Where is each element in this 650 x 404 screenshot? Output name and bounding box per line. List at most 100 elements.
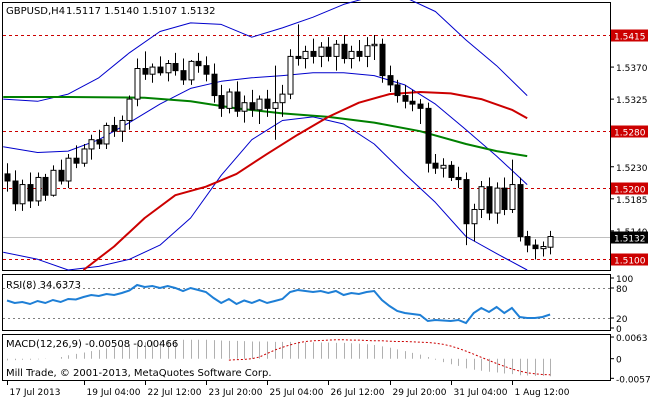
copyright-text: Mill Trade, © 2001-2013, MetaQuotes Soft… — [6, 368, 272, 379]
candle-body-bull — [372, 44, 377, 45]
candle — [36, 172, 41, 205]
time-tick-label: 22 Jul 12:00 — [148, 388, 202, 398]
candle-body-bear — [74, 158, 79, 163]
candle-body-bear — [59, 170, 64, 181]
candle-body-bear — [464, 180, 469, 224]
candle-body-bull — [104, 125, 109, 144]
symbol-label: GBPUSD,H4 — [6, 6, 65, 17]
candle-body-bull — [189, 61, 194, 80]
candle-body-bull — [349, 51, 354, 58]
candle-body-bull — [82, 149, 87, 163]
candle-body-bull — [150, 67, 155, 74]
candle-body-bear — [487, 187, 492, 213]
price-tick-label: 1.5370 — [616, 64, 648, 74]
candle-body-bull — [319, 47, 324, 56]
candle-body-bull — [120, 120, 125, 131]
time-tick-label: 1 Aug 12:00 — [515, 388, 570, 398]
time-tick-label: 31 Jul 04:00 — [454, 388, 508, 398]
time-tick-label: 19 Jul 04:00 — [87, 388, 141, 398]
candle-body-bear — [250, 103, 255, 110]
rsi-tick-label: 100 — [616, 275, 633, 285]
candle-body-bear — [357, 51, 362, 56]
candle — [288, 49, 293, 99]
candle-body-bull — [288, 56, 293, 94]
candle-body-bull — [510, 185, 515, 210]
candle-body-bull — [20, 185, 25, 204]
candle-body-bull — [89, 140, 94, 149]
candle-body-bull — [495, 188, 500, 213]
price-tick-label: 1.5185 — [616, 196, 648, 206]
candle-body-bull — [127, 99, 132, 120]
candle-body-bull — [36, 177, 41, 200]
candle-body-bear — [43, 177, 48, 195]
price-tick-label: 1.5230 — [616, 164, 648, 174]
price-tick-label: 1.5325 — [616, 96, 648, 106]
candle-body-bull — [479, 187, 484, 210]
macd-tick-label: 0 — [616, 356, 622, 366]
candle-body-bear — [326, 47, 331, 56]
candle-body-bull — [548, 237, 553, 248]
candle-body-bear — [296, 56, 301, 58]
level-label: 1.5415 — [614, 33, 646, 43]
candle — [380, 39, 385, 83]
time-tick-label: 25 Jul 04:00 — [270, 388, 324, 398]
rsi-tick-label: 80 — [616, 285, 628, 295]
candle-body-bear — [403, 96, 408, 102]
candle-body-bear — [143, 69, 148, 75]
current-price-label: 1.5132 — [614, 235, 646, 245]
candle-body-bear — [112, 125, 117, 131]
candle — [51, 165, 56, 196]
candle-body-bear — [219, 96, 224, 109]
candle-body-bull — [541, 247, 546, 249]
time-tick-label: 17 Jul 2013 — [10, 388, 61, 398]
candle-body-bear — [410, 101, 415, 104]
candle-body-bear — [5, 174, 10, 181]
candle-body-bull — [242, 103, 247, 112]
ohlc-label: 1.5117 1.5140 1.5107 1.5132 — [66, 6, 216, 17]
candle-body-bear — [28, 185, 33, 201]
candle-body-bear — [380, 44, 385, 75]
time-tick-label: 23 Jul 20:00 — [209, 388, 263, 398]
candle-body-bull — [66, 158, 71, 181]
candle-body-bear — [212, 74, 217, 95]
candle-body-bull — [273, 103, 278, 109]
candle-body-bear — [456, 177, 461, 179]
candle-body-bull — [365, 46, 370, 57]
candle-body-bear — [265, 99, 270, 108]
candle-body-bear — [13, 181, 18, 204]
candle-body-bull — [303, 51, 308, 58]
candle-body-bear — [173, 64, 178, 71]
candle-body-bear — [388, 76, 393, 85]
candle-body-bear — [158, 67, 163, 73]
candle-body-bear — [518, 185, 523, 237]
candle-body-bear — [533, 245, 538, 249]
candle-body-bull — [227, 92, 232, 108]
candle-body-bear — [449, 165, 454, 177]
time-tick-label: 29 Jul 20:00 — [393, 388, 447, 398]
candle — [518, 177, 523, 241]
candle-body-bull — [166, 64, 171, 73]
level-label: 1.5100 — [614, 257, 646, 267]
candle-body-bear — [502, 188, 507, 209]
candle-body-bear — [97, 140, 102, 144]
candle-body-bear — [311, 51, 316, 56]
candle-body-bear — [418, 104, 423, 108]
macd-tick-label: -0.00571 — [616, 375, 650, 385]
candle-body-bull — [51, 170, 56, 195]
candle-body-bull — [135, 69, 140, 100]
rsi-tick-label: 20 — [616, 315, 628, 325]
candle-body-bear — [204, 66, 209, 75]
candle-body-bull — [280, 94, 285, 103]
candle-body-bear — [342, 44, 347, 58]
candle-body-bull — [334, 44, 339, 56]
time-tick-label: 26 Jul 12:00 — [331, 388, 385, 398]
candle-body-bull — [441, 165, 446, 168]
candle-body-bear — [196, 61, 201, 65]
rsi-label: RSI(8) 34.6373 — [6, 280, 81, 291]
level-label: 1.5200 — [614, 186, 646, 196]
candle — [426, 103, 431, 173]
candle-body-bear — [235, 92, 240, 111]
candle-body-bear — [525, 237, 530, 246]
